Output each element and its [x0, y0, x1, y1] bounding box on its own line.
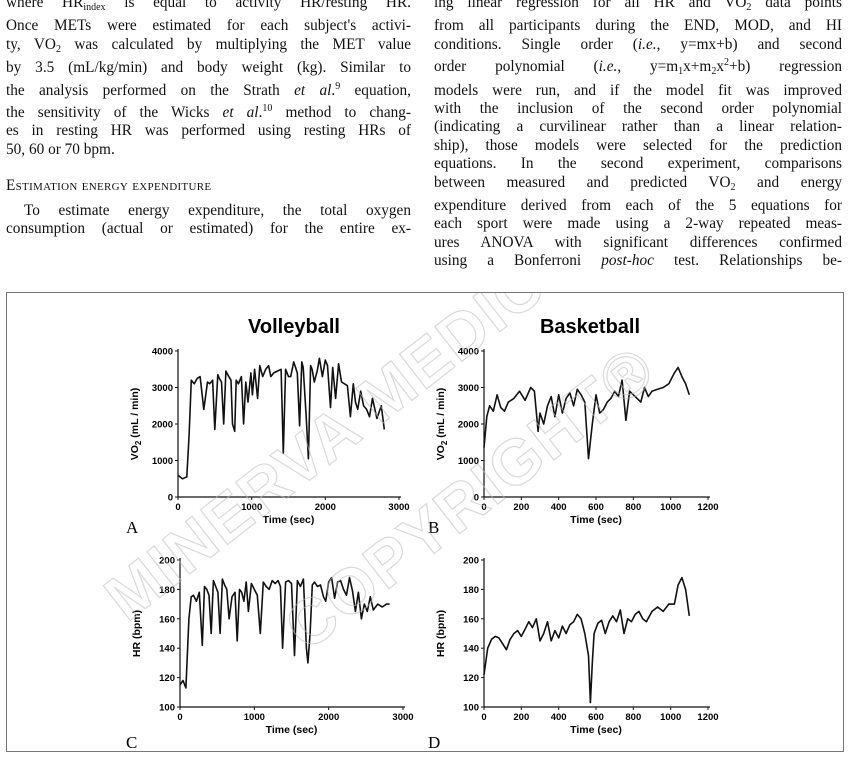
x-tick-label-a: 2000 — [315, 502, 336, 513]
y-axis-label-a: VO2 (mL / min) — [129, 388, 143, 461]
y-tick-label-a: 3000 — [152, 383, 173, 394]
right-text-column: ing linear regression for all HR and VO2… — [434, 0, 842, 271]
panel-letter-b: B — [428, 518, 439, 537]
panel-letter-d: D — [428, 733, 440, 751]
y-tick-label-a: 0 — [168, 493, 173, 504]
series-line-d — [483, 576, 691, 704]
x-axis-label-c: Time (sec) — [266, 724, 318, 736]
x-tick-label-d: 800 — [625, 712, 641, 723]
y-tick-label-c: 140 — [159, 644, 175, 655]
x-tick-label-c: 0 — [177, 712, 182, 723]
chart-title-a: Volleyball — [248, 316, 340, 338]
series-line-a — [177, 357, 386, 480]
y-tick-label-d: 160 — [463, 614, 479, 625]
x-tick-label-b: 600 — [588, 502, 604, 513]
paragraph-hr-index: where HRindex is equal to activity HR/re… — [6, 0, 411, 158]
x-tick-label-b: 400 — [551, 502, 567, 513]
y-tick-label-d: 100 — [463, 703, 479, 714]
chart-title-b: Basketball — [540, 316, 640, 338]
y-tick-label-b: 4000 — [458, 347, 479, 358]
x-tick-label-b: 0 — [481, 502, 486, 513]
x-tick-label-b: 200 — [513, 502, 529, 513]
paragraph-regression: ing linear regression for all HR and VO2… — [434, 0, 843, 270]
section-heading: Estimation energy expenditure — [6, 177, 212, 195]
y-tick-label-b: 3000 — [458, 383, 479, 394]
x-axis-label-b: Time (sec) — [570, 514, 622, 526]
y-tick-label-a: 1000 — [152, 456, 173, 467]
y-tick-label-a: 4000 — [152, 347, 173, 358]
x-tick-label-a: 3000 — [388, 502, 409, 513]
x-tick-label-d: 1200 — [697, 712, 718, 723]
panel-letter-a: A — [126, 518, 139, 537]
y-axis-label-d: HR (bpm) — [435, 610, 447, 657]
x-tick-label-c: 3000 — [392, 712, 413, 723]
y-tick-label-c: 160 — [159, 614, 175, 625]
x-tick-label-d: 400 — [551, 712, 567, 723]
x-tick-label-b: 800 — [625, 502, 641, 513]
y-tick-label-a: 2000 — [152, 420, 173, 431]
x-tick-label-d: 0 — [481, 712, 486, 723]
y-tick-label-b: 0 — [474, 493, 479, 504]
left-text-column: where HRindex is equal to activity HR/re… — [6, 0, 411, 238]
figure-panel: Volleyball A 0 1000 2000 3000 4000 0 1000 2000 300… — [6, 292, 844, 752]
panel-letter-c: C — [126, 733, 137, 751]
x-tick-label-d: 1000 — [660, 712, 681, 723]
y-tick-label-c: 100 — [159, 703, 175, 714]
y-tick-label-c: 200 — [159, 556, 175, 567]
y-tick-label-c: 120 — [159, 673, 175, 684]
x-tick-label-c: 1000 — [244, 712, 265, 723]
y-tick-label-c: 180 — [159, 585, 175, 596]
x-tick-label-d: 200 — [513, 712, 529, 723]
y-tick-label-b: 1000 — [458, 456, 479, 467]
y-tick-label-b: 2000 — [458, 420, 479, 431]
y-axis-label-b: VO2 (mL / min) — [435, 388, 449, 461]
x-axis-label-a: Time (sec) — [263, 514, 315, 526]
y-tick-label-d: 120 — [463, 673, 479, 684]
x-tick-label-b: 1200 — [697, 502, 718, 513]
x-tick-label-d: 600 — [588, 712, 604, 723]
x-tick-label-b: 1000 — [660, 502, 681, 513]
y-tick-label-d: 180 — [463, 585, 479, 596]
x-tick-label-c: 2000 — [318, 712, 339, 723]
paragraph-energy: To estimate energy expenditure, the tota… — [6, 201, 411, 238]
x-tick-label-a: 1000 — [241, 502, 262, 513]
x-axis-label-d: Time (sec) — [570, 724, 622, 736]
series-line-b — [483, 366, 691, 460]
series-line-c — [179, 576, 390, 689]
y-axis-label-c: HR (bpm) — [131, 610, 143, 657]
y-tick-label-d: 140 — [463, 644, 479, 655]
y-tick-label-d: 200 — [463, 556, 479, 567]
x-tick-label-a: 0 — [175, 502, 180, 513]
